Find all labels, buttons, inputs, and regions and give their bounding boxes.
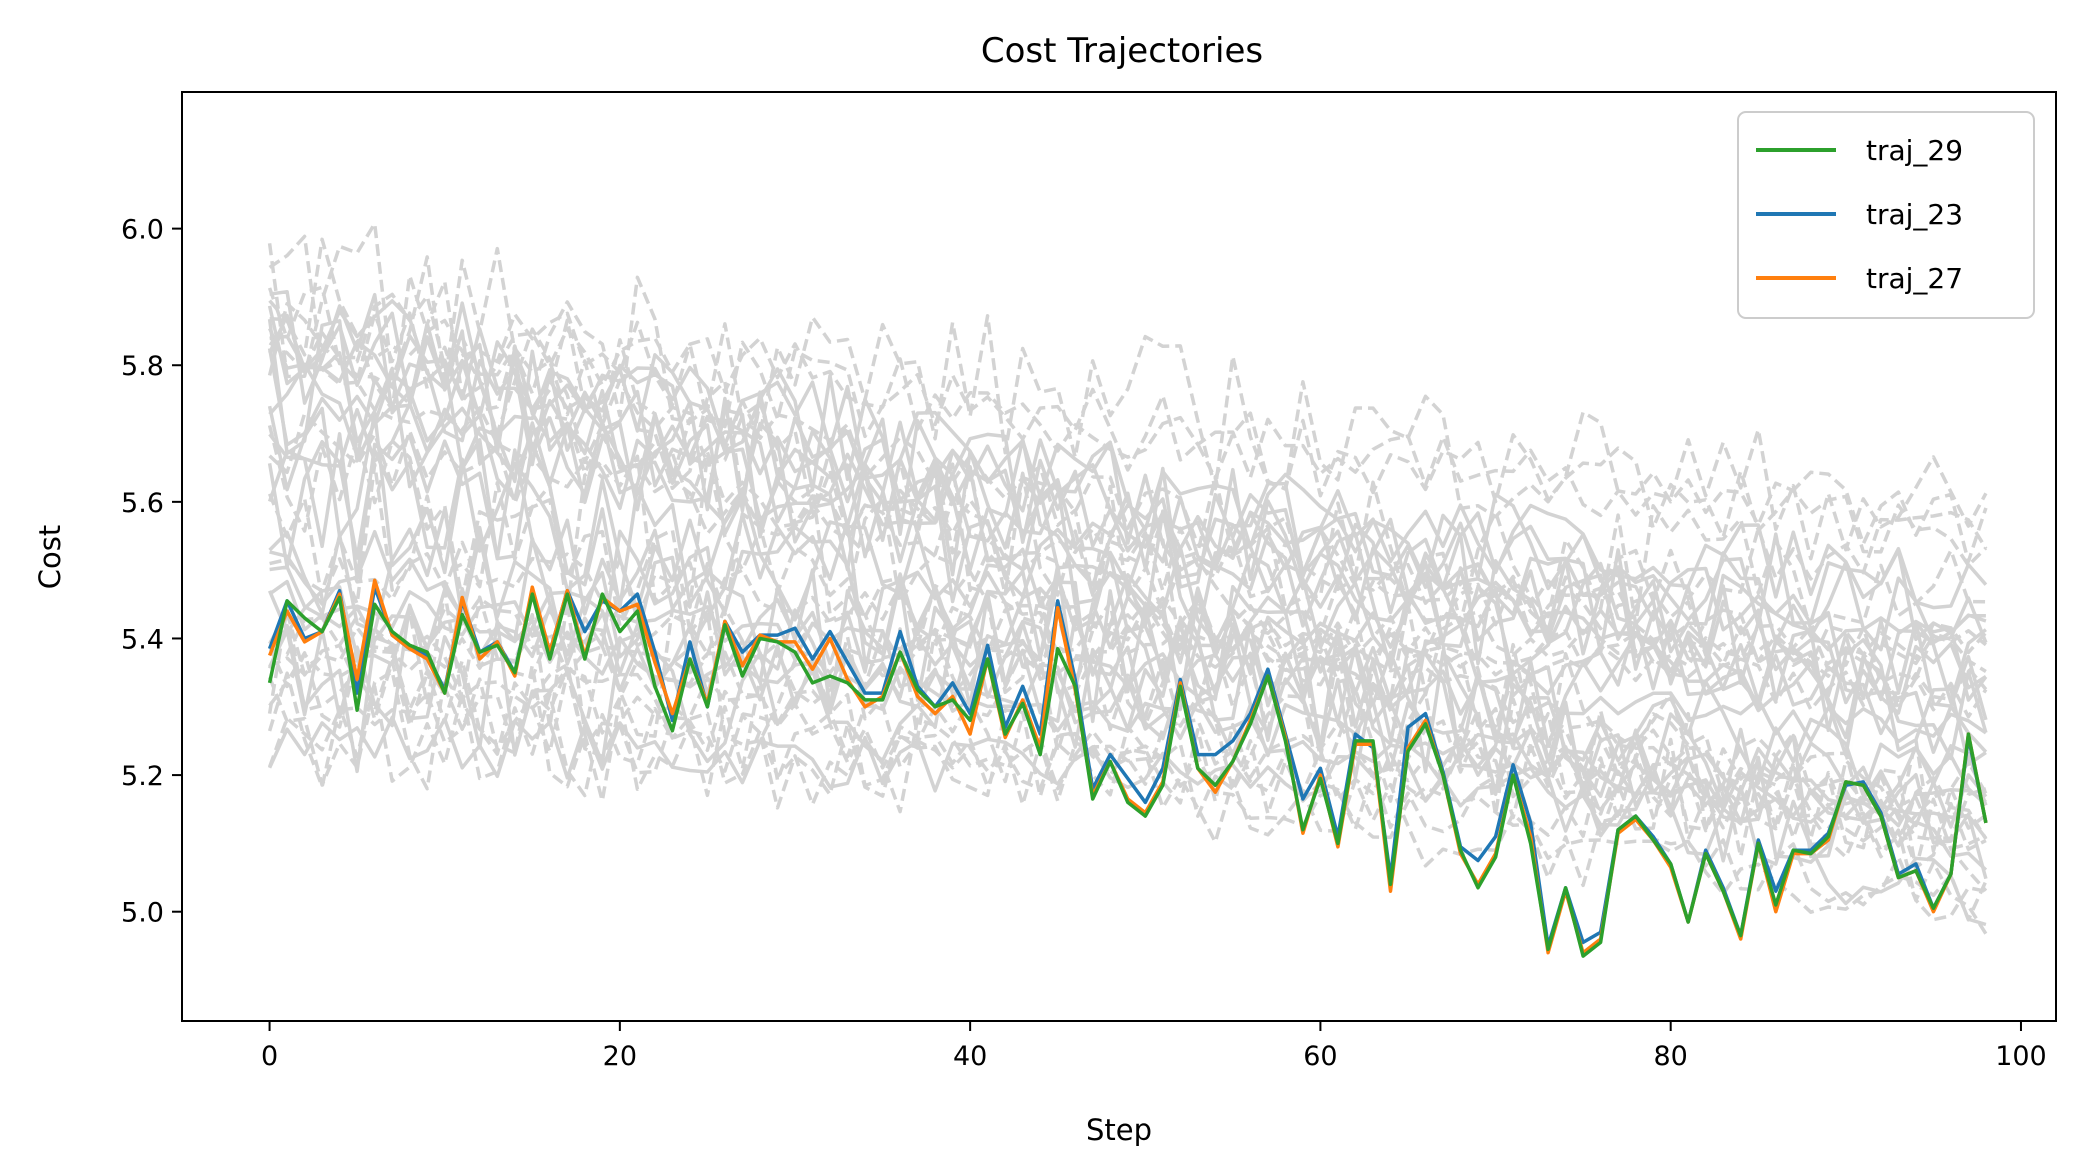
background-trajectory-line [269,536,1988,719]
background-trajectory-line [268,351,1988,721]
legend-label-traj-23: traj_23 [1866,198,1963,231]
background-trajectory-line [267,585,1988,829]
highlighted-trajectories [267,578,1988,958]
background-trajectory-line [268,610,1988,922]
background-trajectory-line [267,432,1988,880]
background-trajectory-line [268,551,1988,728]
plot-frame [181,91,2057,1022]
series-line-traj-29 [267,592,1988,958]
y-tick-label: 5.6 [121,488,164,519]
chart-title: Cost Trajectories [981,31,1263,71]
background-trajectory-line [267,424,1987,870]
y-tick-label: 5.8 [121,351,164,382]
x-tick-label: 80 [1654,1041,1688,1072]
y-tick-label: 5.2 [121,761,164,792]
background-trajectory-line [268,507,1988,872]
background-trajectories [267,221,1988,935]
x-tick-label: 0 [261,1041,278,1072]
y-tick-label: 5.4 [121,624,164,655]
x-tick-label: 100 [1995,1041,2047,1072]
background-trajectory-line [267,619,1988,774]
legend-box [1737,111,2035,319]
background-trajectory-line [268,234,1988,935]
background-trajectory-line [267,452,1986,631]
x-tick-label: 40 [953,1041,987,1072]
x-tick-label: 60 [1303,1041,1337,1072]
background-trajectory-line [267,285,1988,568]
background-trajectory-line [267,318,1988,761]
x-axis: 0 20 40 60 80 100 [261,1021,2047,1072]
background-trajectory-line [268,715,1987,828]
y-tick-label: 5.0 [121,898,164,929]
legend-label-traj-27: traj_27 [1866,262,1963,295]
background-trajectory-line [267,645,1987,922]
legend-label-traj-29: traj_29 [1866,134,1963,167]
x-tick-label: 20 [603,1041,637,1072]
background-trajectory-line [267,327,1987,767]
y-axis: 5.0 5.2 5.4 5.6 5.8 6.0 [121,215,182,929]
background-trajectory-line [267,221,1988,561]
legend: traj_29 traj_23 traj_27 [1737,111,2035,319]
background-trajectory-line [267,299,1987,705]
y-axis-label: Cost [33,525,67,589]
x-axis-label: Step [1086,1113,1152,1147]
background-trajectory-line [268,411,1987,685]
y-tick-label: 6.0 [121,215,164,246]
